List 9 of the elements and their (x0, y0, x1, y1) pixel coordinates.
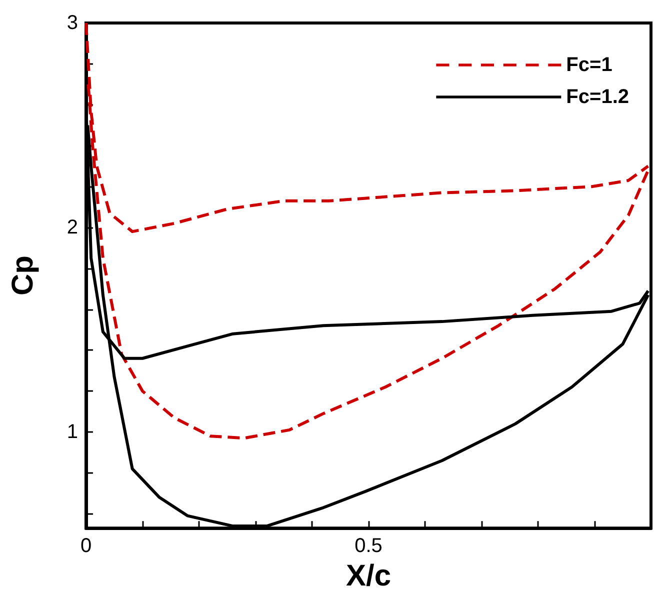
y-axis-title: Cp (6, 256, 40, 296)
y-tick-label: 2 (66, 216, 78, 238)
y-tick-label: 1 (66, 420, 78, 443)
x-tick-label: 0 (80, 535, 92, 558)
legend-label: Fc=1 (566, 54, 612, 76)
x-tick-label: 0.5 (354, 535, 382, 558)
y-tick-label: 3 (66, 12, 78, 34)
legend-label: Fc=1.2 (566, 86, 630, 108)
x-axis-title: X/c (346, 560, 392, 592)
